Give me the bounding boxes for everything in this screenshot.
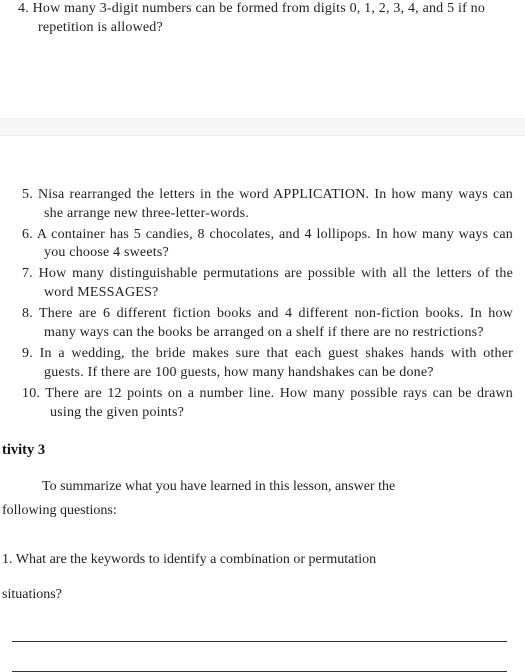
question-6: 6. A container has 5 candies, 8 chocolat… <box>12 226 513 264</box>
question-9: 9. In a wedding, the bride makes sure th… <box>12 345 513 383</box>
main-section: 5. Nisa rearranged the letters in the wo… <box>0 136 525 672</box>
question-7: 7. How many distinguishable permutations… <box>12 265 513 303</box>
answer-blank-line-2 <box>12 654 507 672</box>
section-divider <box>0 118 525 136</box>
activity-heading: tivity 3 <box>2 442 513 459</box>
question-4: 4. How many 3-digit numbers can be forme… <box>10 0 515 38</box>
question-5: 5. Nisa rearranged the letters in the wo… <box>12 186 513 224</box>
summary-intro-line1: To summarize what you have learned in th… <box>22 475 513 499</box>
activity-q1-line1: 1. What are the keywords to identify a c… <box>2 547 513 574</box>
activity-q1-line2: situations? <box>2 582 513 609</box>
answer-blank-line-1 <box>12 624 507 642</box>
question-10: 10. There are 12 points on a number line… <box>12 385 513 423</box>
question-8: 8. There are 6 different fiction books a… <box>12 305 513 343</box>
top-section: 4. How many 3-digit numbers can be forme… <box>0 0 525 38</box>
summary-intro-line2: following questions: <box>2 499 513 523</box>
